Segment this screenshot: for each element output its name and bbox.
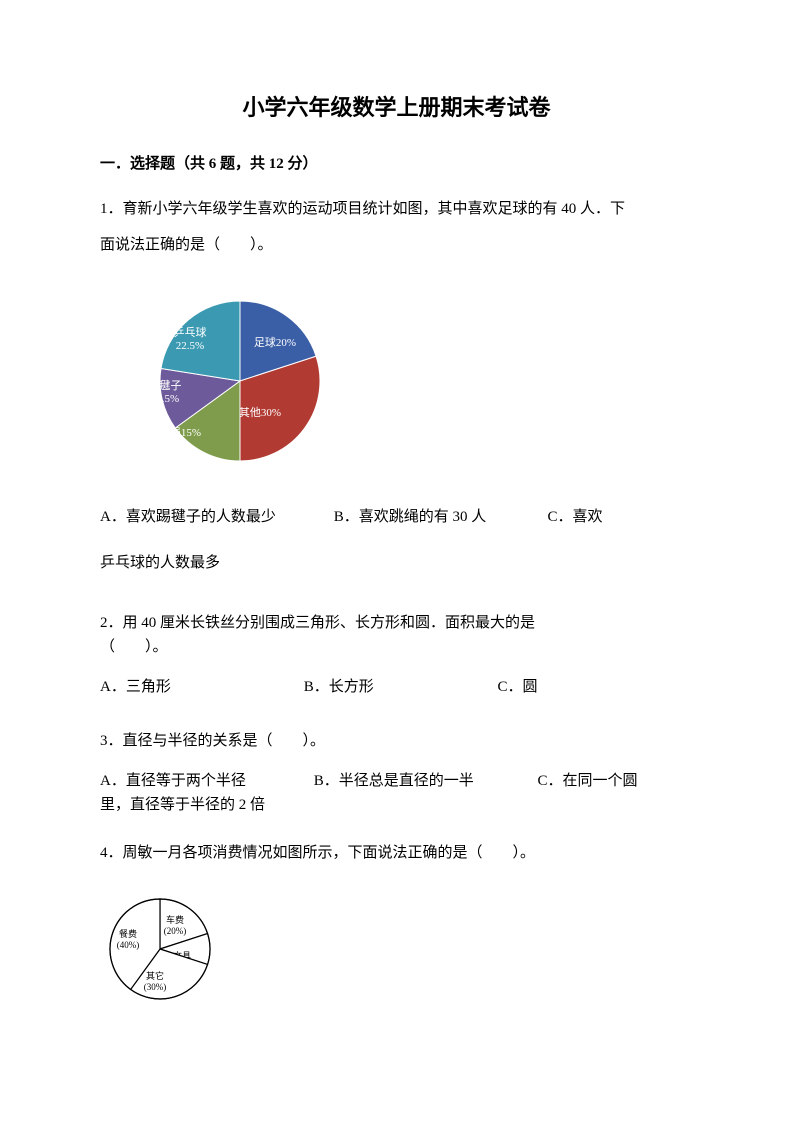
q1-optA: A．喜欢踢毽子的人数最少 <box>100 499 330 535</box>
q3-optC-part1: C．在同一个圆 <box>538 769 638 793</box>
svg-text:其它: 其它 <box>146 970 164 981</box>
q3-optA: A．直径等于两个半径 <box>100 769 310 793</box>
svg-text:乒乓球: 乒乓球 <box>174 325 207 339</box>
q1-options-cont: 乒乓球的人数最多 <box>100 545 693 581</box>
q1-text: 1．育新小学六年级学生喜欢的运动项目统计如图，其中喜欢足球的有 40 人．下 面… <box>100 191 693 263</box>
q2-optA: A．三角形 <box>100 669 300 705</box>
q3-text: 3．直径与半径的关系是（ ）。 <box>100 723 693 759</box>
q1-optC-part2: 乒乓球的人数最多 <box>100 555 220 571</box>
q4-pie-chart: 车费(20%)文具(10%)其它(30%)餐费(40%) <box>100 889 693 1014</box>
q2-optC: C．圆 <box>498 669 538 705</box>
q1-options: A．喜欢踢毽子的人数最少 B．喜欢跳绳的有 30 人 C．喜欢 <box>100 499 693 535</box>
q2-optB: B．长方形 <box>304 669 494 705</box>
svg-text:(20%): (20%) <box>164 926 187 936</box>
q1-line2: 面说法正确的是（ ）。 <box>100 237 273 253</box>
svg-text:足球20%: 足球20% <box>254 335 296 349</box>
svg-text:车费: 车费 <box>166 914 184 925</box>
page: 小学六年级数学上册期末考试卷 一．选择题（共 6 题，共 12 分） 1．育新小… <box>0 0 793 1072</box>
svg-text:跳绳15%: 跳绳15% <box>159 425 201 439</box>
q4-pie-svg: 车费(20%)文具(10%)其它(30%)餐费(40%) <box>100 889 230 1014</box>
document-title: 小学六年级数学上册期末考试卷 <box>100 90 693 122</box>
svg-text:22.5%: 22.5% <box>176 340 204 352</box>
q3-optC-part2: 里，直径等于半径的 2 倍 <box>100 797 265 813</box>
q4-text: 4．周敏一月各项消费情况如图所示，下面说法正确的是（ ）。 <box>100 835 693 871</box>
q2-line2: （ ）。 <box>100 639 168 655</box>
svg-text:踢毽子: 踢毽子 <box>149 378 182 392</box>
q2-text: 2．用 40 厘米长铁丝分别围成三角形、长方形和圆．面积最大的是 （ ）。 <box>100 611 693 659</box>
q3-options: A．直径等于两个半径 B．半径总是直径的一半 C．在同一个圆 里，直径等于半径的… <box>100 769 693 817</box>
svg-text:其他30%: 其他30% <box>239 406 281 419</box>
svg-text:餐费: 餐费 <box>119 928 137 939</box>
q1-line1: 1．育新小学六年级学生喜欢的运动项目统计如图，其中喜欢足球的有 40 人．下 <box>100 201 625 217</box>
section-1-header: 一．选择题（共 6 题，共 12 分） <box>100 152 693 173</box>
q1-optC-part1: C．喜欢 <box>548 499 603 535</box>
svg-text:(30%): (30%) <box>144 982 167 992</box>
q2-options: A．三角形 B．长方形 C．圆 <box>100 669 693 705</box>
q3-optB: B．半径总是直径的一半 <box>314 769 534 793</box>
svg-text:(40%): (40%) <box>117 940 140 950</box>
q1-pie-svg: 足球20% 其他30% 跳绳15% 踢毽子12.5% 乒乓球22.5% <box>120 281 360 481</box>
q1-optB: B．喜欢跳绳的有 30 人 <box>334 499 544 535</box>
svg-text:12.5%: 12.5% <box>151 393 179 405</box>
q2-line1: 2．用 40 厘米长铁丝分别围成三角形、长方形和圆．面积最大的是 <box>100 615 535 631</box>
q1-pie-chart: 足球20% 其他30% 跳绳15% 踢毽子12.5% 乒乓球22.5% <box>120 281 693 481</box>
